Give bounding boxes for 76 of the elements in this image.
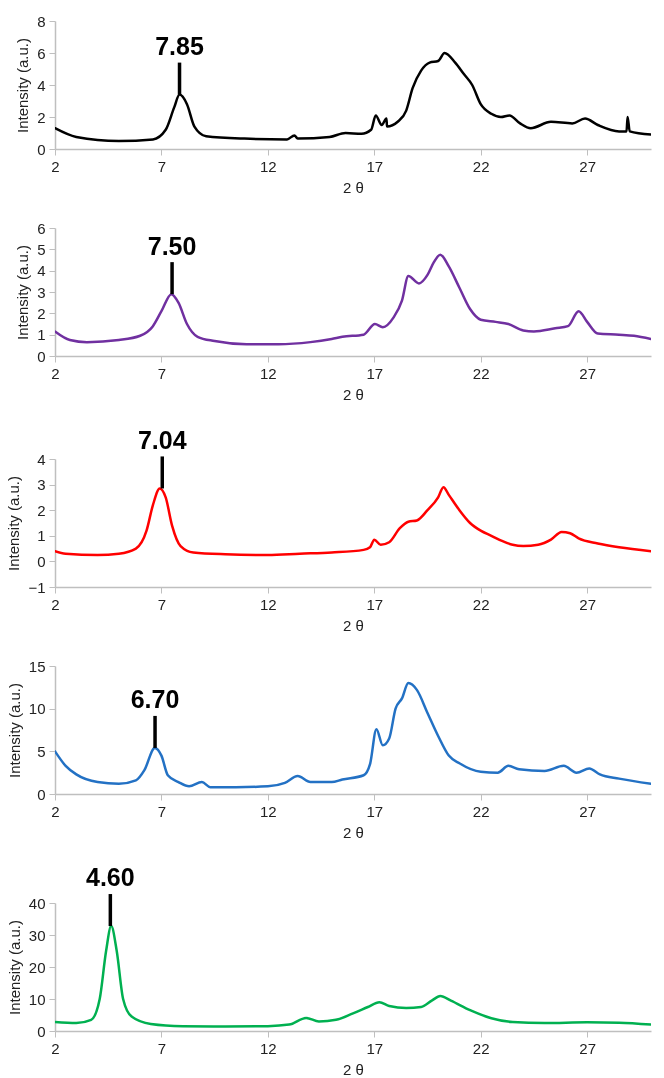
annotation: 7.04 [137, 425, 187, 454]
y-tick-label: −1 [28, 578, 46, 596]
y-tick-label: 0 [37, 347, 46, 365]
x-tick-label: 17 [366, 364, 384, 382]
x-tick-label: 27 [579, 802, 596, 820]
x-tick-label: 27 [579, 364, 596, 382]
x-tick-label: 27 [579, 157, 596, 175]
x-tick-label: 7 [157, 157, 167, 175]
y-tick-label: 4 [37, 262, 46, 280]
x-tick-label: 2 [51, 802, 60, 820]
y-tick-label: 1 [37, 326, 46, 344]
x-axis-title: 2 θ [343, 1060, 364, 1078]
x-tick-label: 22 [472, 364, 490, 382]
y-tick-label: 2 [37, 304, 46, 322]
y-tick-label: 5 [37, 240, 46, 258]
x-tick-label: 2 [51, 364, 60, 382]
y-tick-label: 2 [37, 108, 46, 126]
x-tick-label: 22 [472, 802, 490, 820]
x-tick-label: 2 [51, 595, 60, 613]
x-tick-label: 27 [579, 1039, 596, 1057]
x-axis-title: 2 θ [343, 616, 364, 634]
x-axis-title: 2 θ [343, 823, 364, 841]
annotation: 7.85 [155, 32, 204, 61]
y-tick-label: 4 [37, 450, 46, 468]
y-tick-label: 20 [28, 958, 46, 976]
x-tick-label: 7 [157, 1039, 167, 1057]
y-tick-label: 0 [37, 1022, 46, 1040]
y-axis-title: Intensity (a.u.) [5, 682, 23, 779]
x-tick-label: 12 [260, 595, 277, 613]
y-axis-title: Intensity (a.u.) [5, 475, 23, 572]
x-tick-label: 7 [157, 595, 167, 613]
x-tick-label: 12 [260, 157, 277, 175]
x-tick-label: 17 [366, 802, 384, 820]
x-tick-label: 17 [366, 595, 384, 613]
y-tick-label: 10 [28, 990, 46, 1008]
x-tick-label: 17 [366, 1039, 384, 1057]
y-tick-label: 10 [28, 700, 46, 718]
y-tick-label: 3 [37, 283, 46, 301]
y-tick-label: 4 [37, 76, 46, 94]
x-tick-label: 2 [51, 1039, 60, 1057]
y-tick-label: 3 [37, 476, 46, 494]
x-tick-label: 12 [260, 1039, 277, 1057]
x-tick-label: 22 [472, 595, 490, 613]
x-axis-title: 2 θ [343, 178, 364, 196]
x-tick-label: 22 [472, 157, 490, 175]
y-tick-label: 0 [37, 140, 46, 158]
line-series [55, 924, 651, 1028]
x-tick-label: 12 [260, 802, 277, 820]
y-tick-label: 6 [37, 219, 46, 237]
y-axis-title: Intensity (a.u.) [14, 37, 32, 134]
y-tick-label: 30 [28, 926, 46, 944]
line-series [55, 253, 651, 346]
annotation: 4.60 [86, 863, 135, 892]
x-tick-label: 12 [260, 364, 277, 382]
x-tick-label: 2 [51, 157, 60, 175]
y-tick-label: 40 [28, 894, 46, 912]
y-tick-label: 0 [37, 552, 46, 570]
x-tick-label: 27 [579, 595, 596, 613]
x-tick-label: 22 [472, 1039, 490, 1057]
y-tick-label: 2 [37, 501, 46, 519]
y-tick-label: 6 [37, 44, 46, 62]
y-axis-title: Intensity (a.u.) [14, 244, 32, 341]
y-tick-label: 5 [37, 742, 46, 760]
annotation: 7.50 [147, 231, 197, 260]
line-series [55, 485, 651, 557]
y-axis-title: Intensity (a.u.) [5, 919, 23, 1016]
y-tick-label: 15 [28, 657, 46, 675]
x-tick-label: 17 [366, 157, 384, 175]
x-tick-label: 7 [157, 364, 167, 382]
y-tick-label: 0 [37, 785, 46, 803]
annotation: 6.70 [130, 685, 180, 714]
y-tick-label: 1 [37, 527, 46, 545]
y-tick-label: 8 [37, 12, 46, 30]
x-axis-title: 2 θ [343, 385, 364, 403]
x-tick-label: 7 [157, 802, 167, 820]
line-series [55, 681, 651, 789]
